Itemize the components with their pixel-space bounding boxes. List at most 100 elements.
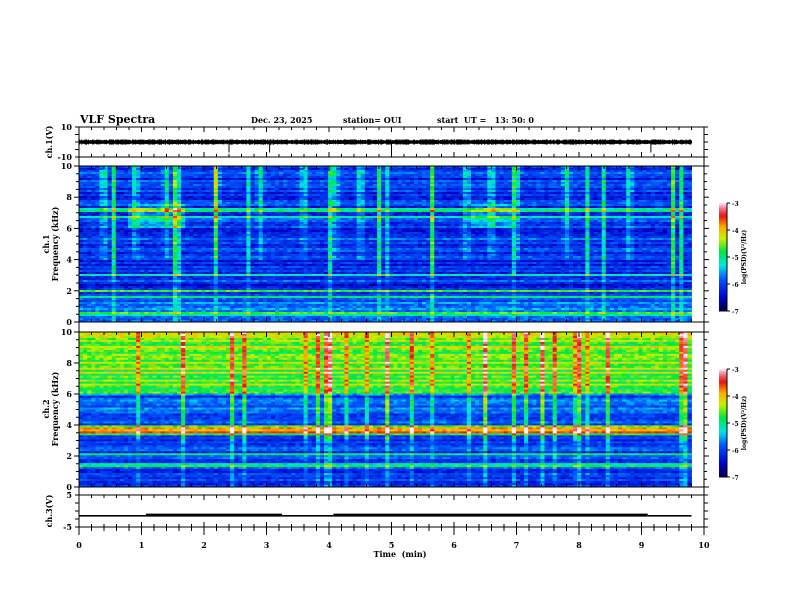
spectrogram-cell (479, 168, 484, 171)
spectrogram-cell (409, 182, 415, 185)
spectrogram-cell (319, 166, 325, 169)
spectrogram-cell (79, 174, 84, 177)
spectrogram-cell (246, 180, 251, 183)
spectrogram-cell (299, 186, 304, 189)
spectrogram-cell (585, 168, 590, 171)
spectrogram-cell (650, 170, 656, 173)
spectrogram-cell (466, 176, 472, 179)
spectrogram-cell (499, 186, 505, 189)
spectrogram-cell (160, 170, 166, 173)
spectrogram-cell (336, 178, 341, 181)
spectrogram-cell (499, 166, 505, 169)
spectrogram-cell (532, 182, 537, 185)
spectrogram-cell (258, 172, 264, 175)
spectrogram-cell (111, 166, 117, 169)
spectrogram-cell (177, 180, 182, 183)
spectrogram-cell (613, 184, 619, 187)
spectrogram-cell (520, 168, 525, 171)
spectrogram-cell (144, 184, 149, 187)
spectrogram-cell (217, 166, 223, 169)
spectrogram-cell (503, 178, 509, 181)
spectrogram-cell (307, 176, 313, 179)
spectrogram-cell (262, 182, 268, 185)
spectrogram-cell (205, 166, 211, 169)
spectrogram-cell (389, 174, 394, 177)
spectrogram-cell (662, 166, 668, 169)
spectrogram-cell (503, 176, 509, 179)
spectrogram-cell (483, 170, 488, 173)
spectrogram-cell (111, 168, 117, 171)
spectrogram-cell (128, 174, 133, 177)
spectrogram-cell (450, 166, 456, 169)
spectrogram-cell (324, 184, 329, 187)
spectrogram-cell (275, 174, 280, 177)
spectrogram-cell (226, 180, 231, 183)
spectrogram-cell (360, 174, 366, 177)
spectrogram-cell (205, 184, 211, 187)
spectrogram-cell (499, 174, 505, 177)
spectrogram-cell (132, 184, 137, 187)
spectrogram-cell (650, 176, 656, 179)
spectrogram-cell (405, 182, 411, 185)
spectrogram-cell (548, 182, 554, 185)
spectrogram-cell (103, 182, 108, 185)
spectrogram-cell (462, 184, 468, 187)
spectrogram-cell (287, 170, 292, 173)
spectrogram-cell (311, 184, 317, 187)
spectrogram-cell (205, 174, 211, 177)
spectrogram-cell (438, 178, 443, 181)
spectrogram-cell (324, 166, 329, 169)
spectrogram-cell (275, 172, 280, 175)
spectrogram-cell (581, 170, 586, 173)
spectrogram-cell (360, 182, 366, 185)
spectrogram-cell (585, 184, 590, 187)
spectrogram-cell (569, 166, 574, 169)
spectrogram-cell (250, 176, 255, 179)
spectrogram-cell (654, 172, 660, 175)
spectrogram-cell (601, 180, 607, 183)
spectrogram-cell (83, 184, 88, 187)
spectrogram-cell (462, 178, 468, 181)
spectrogram-cell (417, 182, 423, 185)
spectrogram-cell (662, 180, 668, 183)
spectrogram-cell (426, 168, 431, 171)
spectrogram-cell (83, 172, 88, 175)
spectrogram-cell (434, 180, 439, 183)
spectrogram-cell (487, 168, 492, 171)
spectrogram-cell (279, 170, 284, 173)
spectrogram-cell (683, 184, 688, 187)
spectrogram-cell (79, 176, 84, 179)
spectrogram-cell (352, 184, 358, 187)
spectrogram-cell (221, 172, 227, 175)
spectrogram-cell (634, 182, 639, 185)
spectrogram-cell (197, 172, 202, 175)
spectrogram-cell (324, 182, 329, 185)
spectrogram-cell (152, 178, 157, 181)
spectrogram-cell (662, 174, 668, 177)
spectrogram-cell (438, 172, 443, 175)
spectrogram-cell (503, 186, 509, 189)
spectrogram-cell (103, 172, 108, 175)
spectrogram-cell (295, 166, 300, 169)
spectrogram-cell (585, 182, 590, 185)
spectrogram-cell (348, 178, 353, 181)
spectrogram-cell (221, 174, 227, 177)
spectrogram-cell (405, 174, 411, 177)
spectrogram-cell (675, 184, 680, 187)
spectrogram-cell (479, 176, 484, 179)
spectrogram-cell (238, 172, 243, 175)
spectrogram-cell (630, 184, 635, 187)
spectrogram-cell (95, 184, 100, 187)
spectrogram-cell (487, 170, 492, 173)
spectrogram-cell (671, 176, 676, 179)
spectrogram-cell (397, 186, 402, 189)
spectrogram-cell (87, 174, 92, 177)
spectrogram-cell (552, 182, 558, 185)
spectrogram-cell (622, 182, 627, 185)
spectrogram-cell (438, 166, 443, 169)
spectrogram-cell (569, 184, 574, 187)
spectrogram-cell (205, 182, 211, 185)
spectrogram-cell (287, 172, 292, 175)
spectrogram-cell (287, 168, 292, 171)
spectrogram-cell (368, 168, 374, 171)
